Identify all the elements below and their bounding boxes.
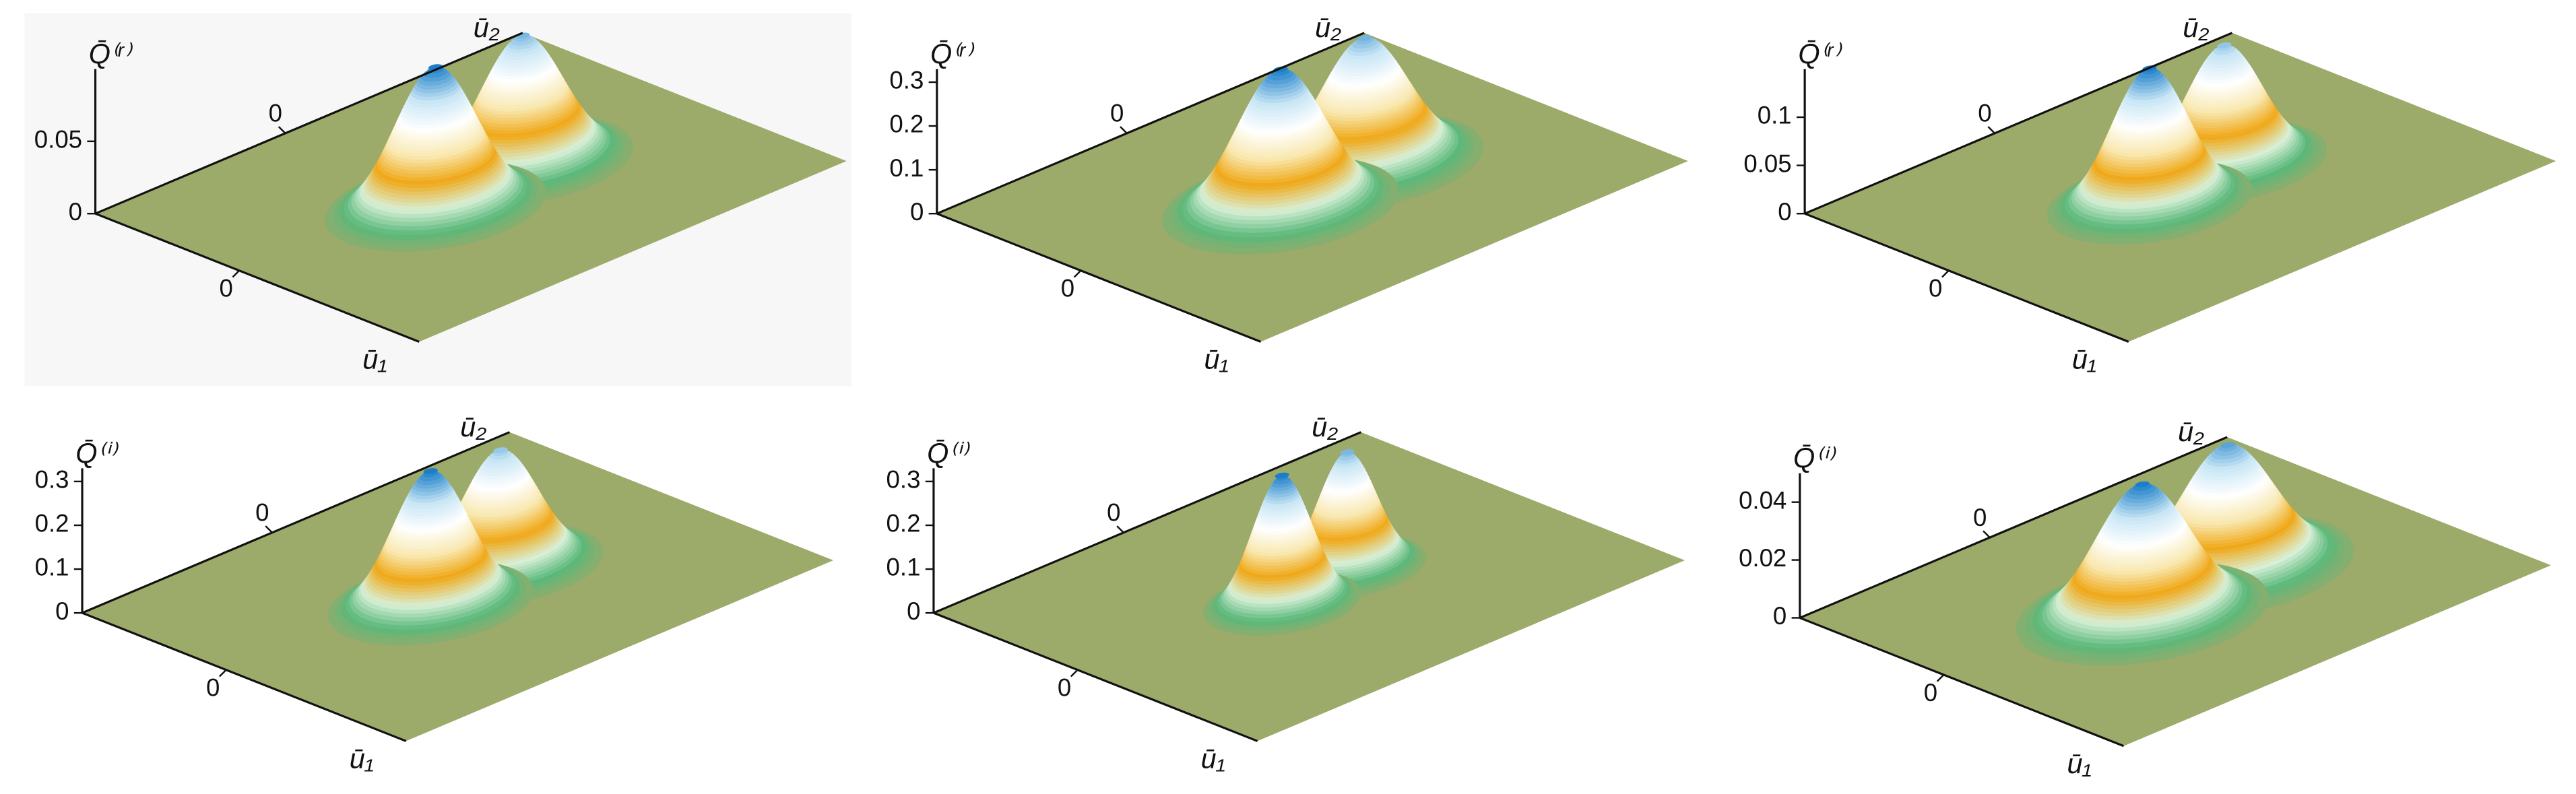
- z-tick-label: 0: [910, 198, 924, 226]
- z-tick-label: 0: [69, 198, 82, 226]
- y-axis: [94, 32, 523, 215]
- x-axis-label: ū₁: [2072, 343, 2096, 375]
- y-tick-label: 0: [1110, 100, 1124, 127]
- y-axis-label: ū₂: [2183, 11, 2209, 43]
- y-tick-label: 0: [1107, 499, 1120, 527]
- x-tick: [1941, 269, 1950, 278]
- x-axis: [1799, 616, 2125, 748]
- z-tick-label: 0.3: [35, 466, 69, 494]
- x-tick-label: 0: [1924, 679, 1937, 706]
- z-axis-label: Q̄⁽ⁱ⁾: [1793, 442, 1836, 473]
- z-axis-label: Q̄⁽ⁱ⁾: [927, 437, 970, 469]
- z-tick-label: 0: [907, 597, 920, 625]
- z-tick-label: 0.2: [35, 510, 69, 537]
- z-tick-label: 0.02: [1739, 544, 1786, 572]
- peak: [1162, 66, 1399, 255]
- peak-top: [1275, 472, 1289, 479]
- z-tick-label: 0.2: [889, 110, 924, 138]
- y-tick: [278, 126, 286, 134]
- y-tick: [1120, 126, 1128, 134]
- z-tick-label: 0: [55, 597, 69, 625]
- y-axis: [1804, 32, 2233, 215]
- y-axis: [936, 32, 1365, 215]
- z-tick-label: 0.1: [887, 554, 921, 581]
- x-axis-label: ū₁: [1201, 743, 1225, 774]
- peak: [2016, 481, 2269, 666]
- x-tick-label: 0: [1061, 275, 1074, 302]
- z-tick-label: 0.1: [35, 554, 69, 581]
- x-axis-label: ū₁: [2067, 748, 2092, 779]
- peak-top: [1357, 35, 1372, 42]
- y-axis: [1799, 436, 2228, 619]
- z-tick-label: 0.2: [887, 510, 921, 537]
- y-axis: [933, 431, 1361, 614]
- y-axis-label: ū₂: [460, 411, 486, 442]
- z-tick-label: 0.1: [889, 154, 924, 182]
- y-axis-label: ū₂: [474, 11, 500, 43]
- x-axis-label: ū₁: [362, 343, 387, 375]
- x-tick-label: 0: [1929, 275, 1942, 302]
- y-tick-label: 0: [269, 100, 282, 127]
- peak-top: [1340, 449, 1355, 455]
- x-axis: [933, 611, 1258, 742]
- z-tick-label: 0.05: [34, 126, 82, 154]
- y-axis-label: ū₂: [2178, 416, 2204, 447]
- x-tick: [219, 669, 227, 677]
- z-axis-label: Q̄⁽ʳ⁾: [930, 38, 975, 69]
- z-axis-label: Q̄⁽ⁱ⁾: [75, 437, 119, 469]
- x-axis: [1804, 212, 2129, 343]
- y-tick-label: 0: [255, 499, 269, 527]
- x-tick-label: 0: [1058, 674, 1071, 702]
- peak: [327, 468, 534, 646]
- y-axis-label: ū₂: [1312, 411, 1338, 442]
- z-tick-label: 0: [1778, 198, 1791, 226]
- x-axis-label: ū₁: [1204, 343, 1229, 375]
- x-tick: [1070, 669, 1078, 677]
- x-tick: [232, 269, 240, 278]
- z-tick-label: 0.04: [1739, 486, 1786, 514]
- z-tick-label: 0.3: [887, 466, 921, 494]
- z-tick-label: 0.3: [889, 67, 924, 94]
- x-axis: [82, 611, 407, 742]
- peak-top: [2135, 481, 2150, 488]
- peak-top: [423, 468, 438, 474]
- z-tick-label: 0.05: [1743, 150, 1791, 177]
- y-tick-label: 0: [1973, 504, 1987, 531]
- x-tick: [1936, 674, 1945, 682]
- y-tick: [265, 525, 273, 533]
- peak: [2047, 65, 2253, 245]
- y-tick: [1987, 126, 1995, 134]
- x-tick-label: 0: [219, 275, 232, 302]
- z-axis-label: Q̄⁽ʳ⁾: [1798, 38, 1842, 69]
- y-axis-label: ū₂: [1315, 11, 1341, 43]
- peak: [325, 64, 546, 252]
- x-axis: [94, 212, 420, 343]
- peak-top: [2217, 42, 2232, 48]
- peak-top: [2220, 442, 2235, 449]
- peak-top: [493, 447, 508, 453]
- z-tick-label: 0: [1773, 602, 1786, 630]
- y-tick-label: 0: [1978, 100, 1991, 127]
- x-tick: [1073, 269, 1082, 278]
- z-tick-label: 0.1: [1758, 102, 1792, 129]
- y-tick: [1116, 525, 1124, 533]
- x-axis: [936, 212, 1262, 343]
- x-axis-label: ū₁: [350, 743, 374, 774]
- peak: [1203, 472, 1361, 636]
- z-axis-label: Q̄⁽ʳ⁾: [89, 38, 133, 69]
- y-axis: [82, 431, 511, 614]
- x-tick-label: 0: [206, 674, 220, 702]
- y-tick: [1983, 530, 1991, 539]
